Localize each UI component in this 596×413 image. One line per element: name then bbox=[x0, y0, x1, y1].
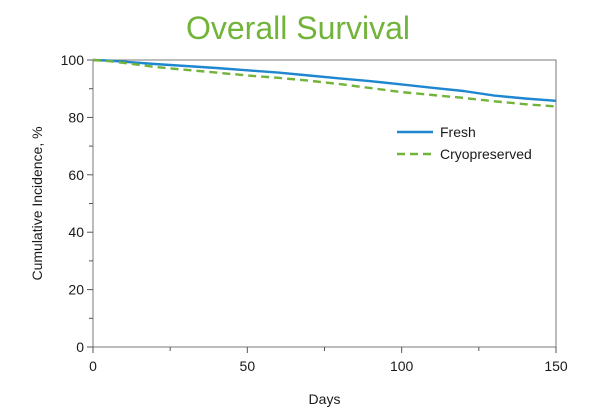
legend-label-cryopreserved: Cryopreserved bbox=[440, 146, 532, 162]
x-tick-label: 150 bbox=[544, 358, 568, 374]
y-tick-label: 40 bbox=[68, 224, 84, 240]
series-layer bbox=[92, 58, 557, 108]
series-line-fresh bbox=[92, 58, 557, 102]
series-line-cryopreserved bbox=[92, 58, 557, 108]
y-tick-label: 80 bbox=[68, 109, 84, 125]
y-tick-label: 20 bbox=[68, 282, 84, 298]
chart-title: Overall Survival bbox=[185, 10, 411, 46]
x-axis-label: Days bbox=[309, 391, 341, 407]
legend: Fresh Cryopreserved bbox=[397, 124, 532, 162]
legend-label-fresh: Fresh bbox=[440, 124, 476, 140]
y-tick-label: 0 bbox=[76, 339, 84, 355]
x-tick-label: 50 bbox=[240, 358, 256, 374]
y-tick-label: 60 bbox=[68, 167, 84, 183]
x-tick-label: 0 bbox=[89, 358, 97, 374]
axes-group: 0 20 40 60 80 100 0 50 100 150 bbox=[61, 52, 568, 374]
y-tick-label: 100 bbox=[61, 52, 85, 68]
plot-frame bbox=[92, 59, 557, 348]
x-tick-label: 100 bbox=[390, 358, 414, 374]
y-axis-label: Cumulative Incidence, % bbox=[29, 126, 45, 280]
